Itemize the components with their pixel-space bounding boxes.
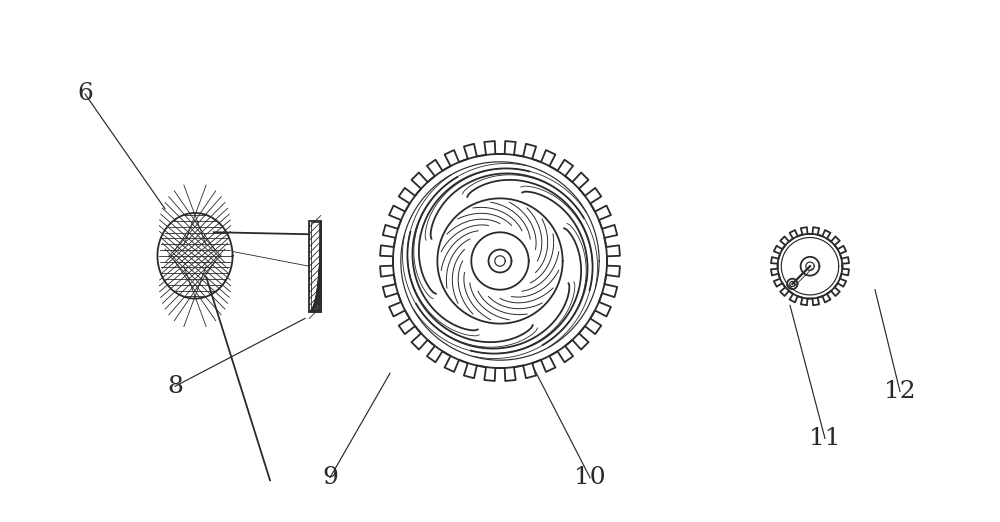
Text: 9: 9 [322, 466, 338, 489]
Text: 11: 11 [809, 427, 841, 450]
Text: 8: 8 [167, 375, 183, 398]
Text: 12: 12 [884, 380, 916, 403]
Bar [311, 222, 319, 310]
Bar [309, 221, 321, 312]
Text: 6: 6 [77, 82, 93, 105]
Text: 10: 10 [574, 466, 606, 489]
